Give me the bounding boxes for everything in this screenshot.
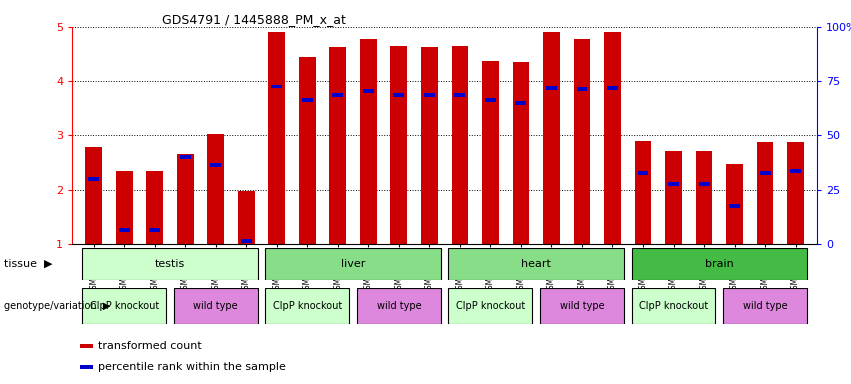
- Text: ClpP knockout: ClpP knockout: [89, 301, 159, 311]
- Bar: [149, 228, 160, 232]
- Text: tissue  ▶: tissue ▶: [4, 259, 53, 269]
- Bar: [363, 89, 374, 93]
- Bar: [271, 84, 283, 88]
- Bar: [80, 365, 94, 369]
- Bar: [238, 191, 254, 244]
- Bar: [146, 170, 163, 244]
- Bar: [208, 134, 224, 244]
- Bar: [790, 169, 801, 172]
- Bar: [695, 151, 712, 244]
- Bar: [604, 32, 621, 244]
- Bar: [180, 155, 191, 159]
- Bar: [448, 288, 533, 324]
- Bar: [668, 182, 679, 186]
- Bar: [512, 62, 529, 244]
- Bar: [210, 163, 221, 167]
- Bar: [757, 142, 774, 244]
- Text: percentile rank within the sample: percentile rank within the sample: [99, 362, 286, 372]
- Text: heart: heart: [522, 259, 551, 269]
- Bar: [729, 204, 740, 208]
- Bar: [546, 86, 557, 89]
- Bar: [89, 177, 100, 180]
- Bar: [266, 288, 349, 324]
- Bar: [637, 171, 648, 175]
- Text: GDS4791 / 1445888_PM_x_at: GDS4791 / 1445888_PM_x_at: [162, 13, 346, 26]
- Bar: [241, 239, 252, 243]
- Bar: [448, 248, 624, 280]
- Bar: [787, 142, 804, 244]
- Bar: [119, 228, 129, 232]
- Bar: [631, 248, 807, 280]
- Bar: [80, 344, 94, 348]
- Text: genotype/variation  ▶: genotype/variation ▶: [4, 301, 111, 311]
- Bar: [391, 46, 408, 244]
- Bar: [485, 98, 496, 102]
- Bar: [607, 86, 618, 89]
- Text: wild type: wild type: [193, 301, 238, 311]
- Text: wild type: wild type: [743, 301, 787, 311]
- Bar: [631, 288, 716, 324]
- Bar: [83, 248, 258, 280]
- Bar: [482, 61, 499, 244]
- Bar: [424, 93, 435, 97]
- Bar: [85, 147, 102, 244]
- Bar: [635, 141, 651, 244]
- Bar: [266, 248, 441, 280]
- Bar: [302, 98, 313, 102]
- Bar: [116, 170, 133, 244]
- Bar: [454, 93, 465, 97]
- Bar: [360, 39, 377, 244]
- Bar: [576, 87, 587, 91]
- Bar: [268, 32, 285, 244]
- Bar: [516, 101, 527, 105]
- Bar: [174, 288, 258, 324]
- Bar: [723, 288, 807, 324]
- Text: ClpP knockout: ClpP knockout: [456, 301, 525, 311]
- Bar: [83, 288, 166, 324]
- Bar: [726, 164, 743, 244]
- Bar: [329, 48, 346, 244]
- Text: testis: testis: [155, 259, 186, 269]
- Text: liver: liver: [341, 259, 365, 269]
- Bar: [357, 288, 441, 324]
- Text: wild type: wild type: [560, 301, 604, 311]
- Bar: [699, 182, 710, 186]
- Text: transformed count: transformed count: [99, 341, 203, 351]
- Text: wild type: wild type: [376, 301, 421, 311]
- Bar: [760, 171, 770, 175]
- Bar: [540, 288, 624, 324]
- Text: ClpP knockout: ClpP knockout: [272, 301, 342, 311]
- Bar: [177, 154, 194, 244]
- Bar: [452, 46, 468, 244]
- Bar: [665, 151, 682, 244]
- Bar: [393, 93, 404, 97]
- Text: brain: brain: [705, 259, 734, 269]
- Bar: [333, 93, 343, 97]
- Bar: [574, 39, 591, 244]
- Bar: [299, 57, 316, 244]
- Bar: [421, 48, 437, 244]
- Text: ClpP knockout: ClpP knockout: [639, 301, 708, 311]
- Bar: [543, 32, 560, 244]
